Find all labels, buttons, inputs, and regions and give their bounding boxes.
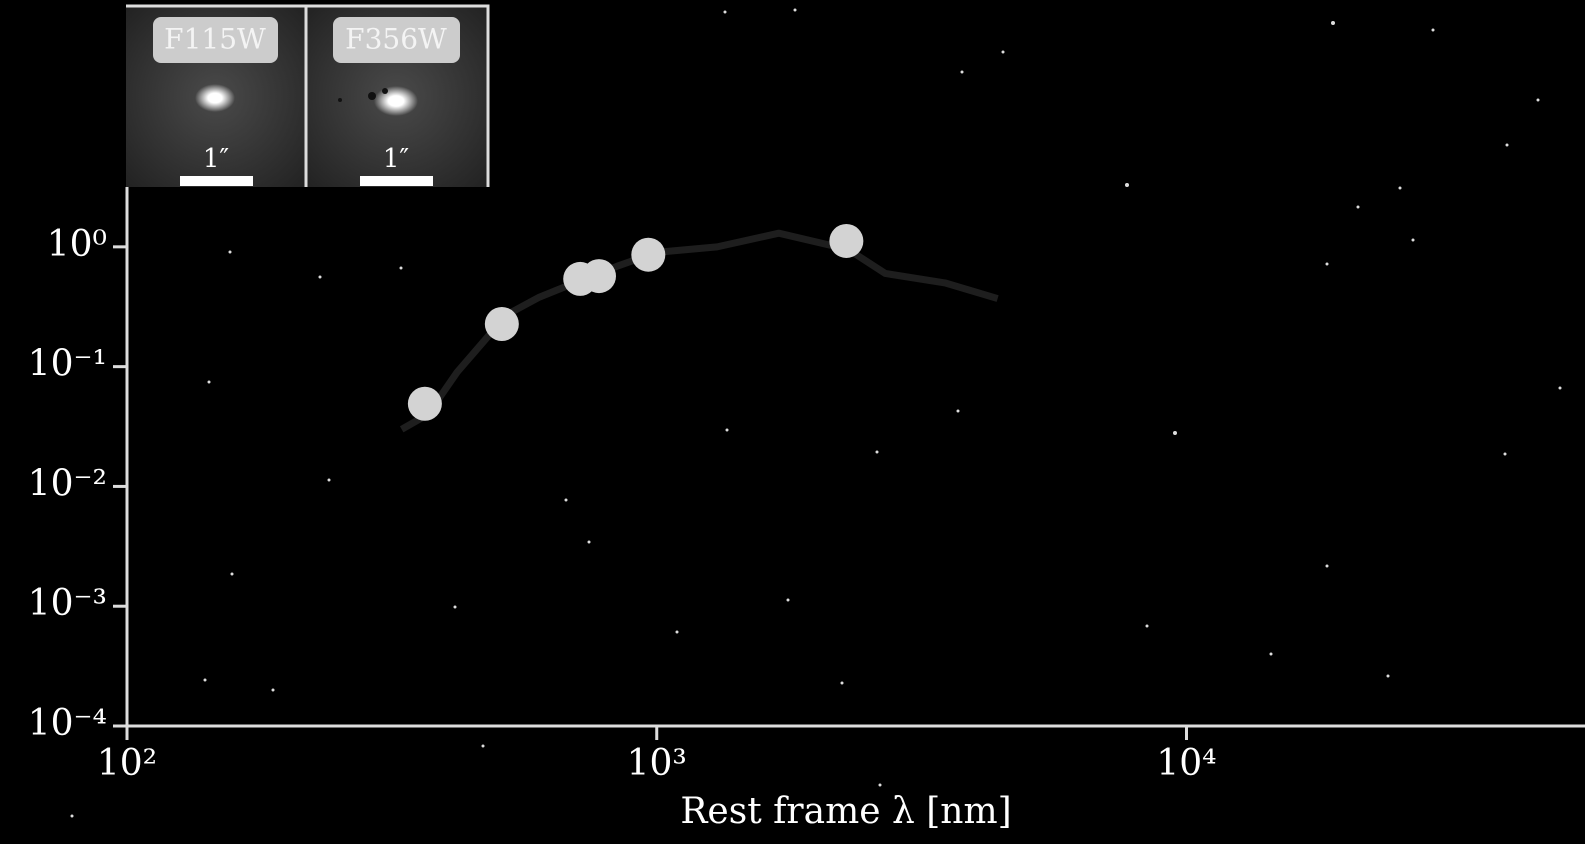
x-tick-label: 10³ [627,743,687,784]
galaxy [195,84,235,112]
data-point [582,259,616,293]
data-point [408,387,442,421]
y-tick-label: 10⁻³ [28,583,107,624]
y-tick-label: 10⁻⁴ [28,703,107,744]
x-axis-label: Rest frame λ [nm] [680,791,1011,832]
insets: F115W F356W 1″ 1″ [126,6,488,187]
chart: F115W F356W 1″ 1″ Rest frame λ [nm] 10²1… [0,0,1585,844]
inset-label: F356W [345,23,447,56]
x-tick-label: 10² [97,743,157,784]
scale-bar [180,176,253,186]
y-tick-label: 10⁰ [47,224,107,265]
x-tick-label: 10⁴ [1156,743,1216,784]
y-tick-label: 10⁻¹ [28,344,107,385]
data-point [829,224,863,258]
scale-label: 1″ [203,144,230,174]
inset-label: F115W [164,23,266,56]
scale-bar [360,176,433,186]
y-tick-label: 10⁻² [28,463,107,504]
scale-label: 1″ [383,144,410,174]
data-point [631,238,665,272]
data-point [485,307,519,341]
galaxy [374,86,418,116]
